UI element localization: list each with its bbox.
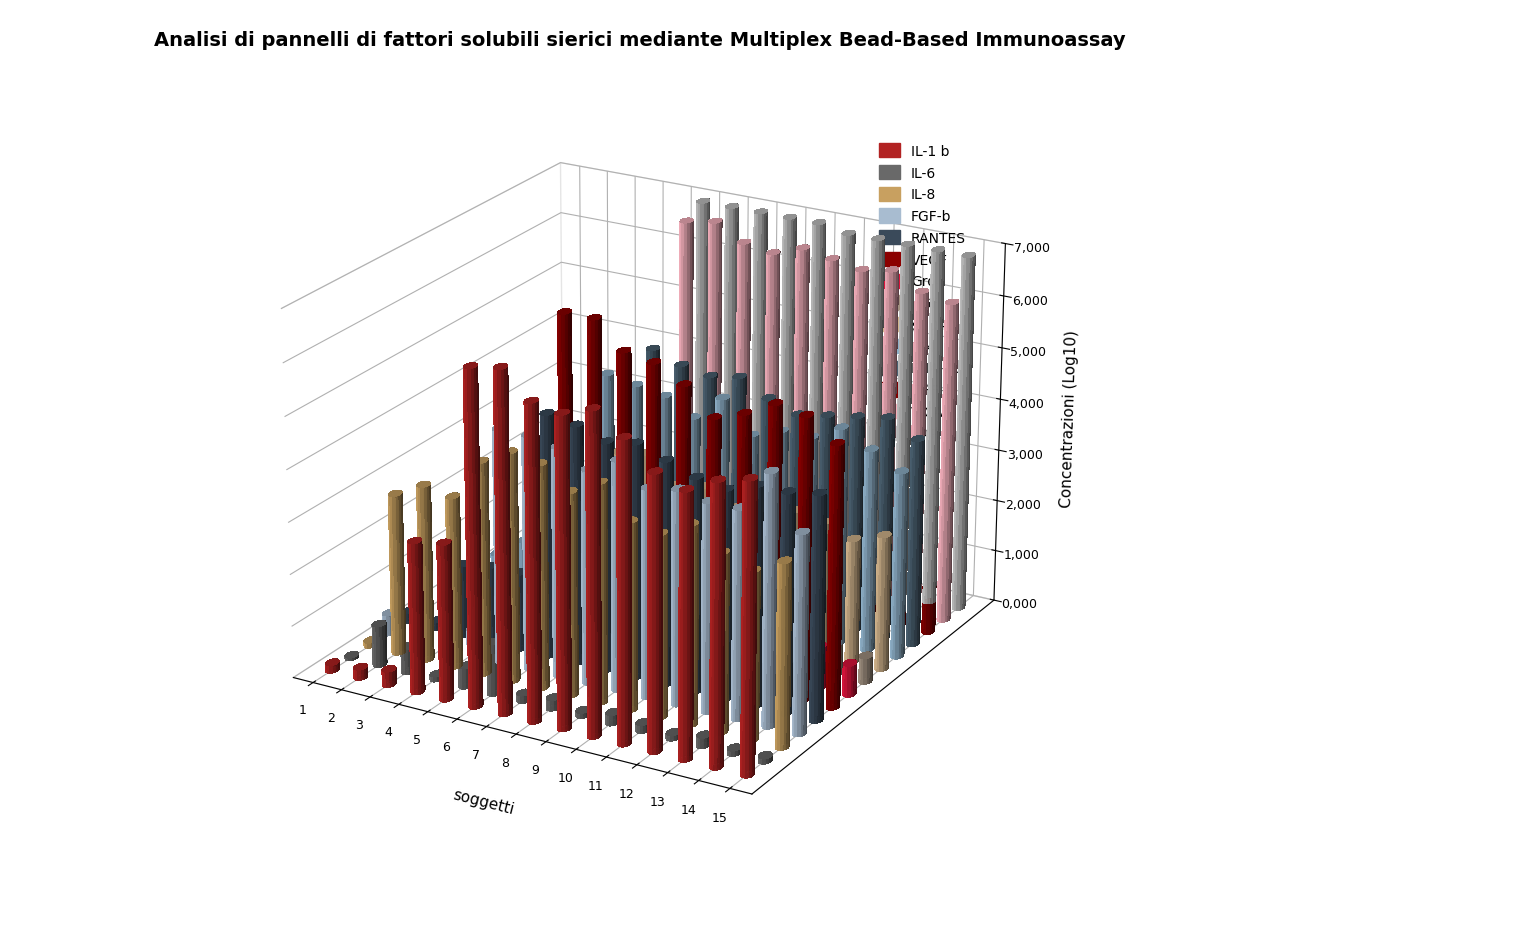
Title: Analisi di pannelli di fattori solubili sierici mediante Multiplex Bead-Based Im: Analisi di pannelli di fattori solubili … xyxy=(154,30,1125,50)
Legend: IL-1 b, IL-6, IL-8, FGF-b, RANTES, VEGF, Gro, HGF, sCD40L, PF4, ENA-78, TGF-b, V: IL-1 b, IL-6, IL-8, FGF-b, RANTES, VEGF,… xyxy=(873,138,972,446)
X-axis label: soggetti: soggetti xyxy=(451,787,515,817)
